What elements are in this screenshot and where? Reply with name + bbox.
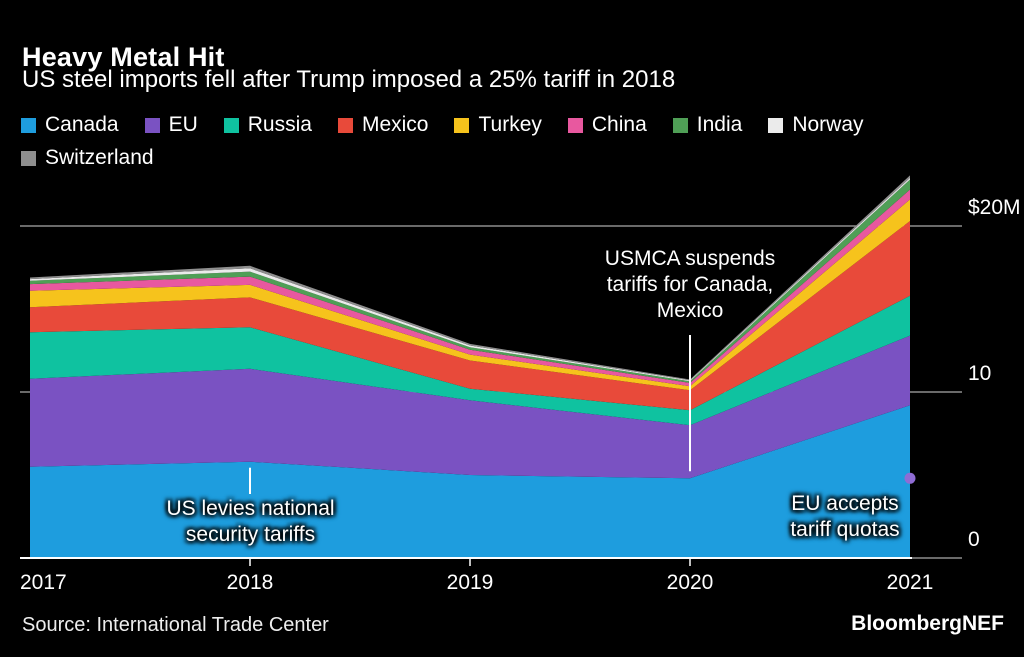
x-tick-label-2020: 2020: [667, 571, 714, 594]
legend-label: India: [696, 113, 743, 136]
area-mexico: [30, 221, 910, 411]
legend-item-china: China: [567, 113, 647, 137]
legend-swatch-turkey: [454, 117, 470, 133]
chart-subtitle: US steel imports fell after Trump impose…: [22, 66, 676, 93]
legend-item-norway: Norway: [768, 113, 864, 137]
bloombergnef-logo: BloombergNEF: [851, 612, 1004, 635]
legend-swatch-switzerland: [21, 150, 36, 166]
source-credit: Source: International Trade Center: [22, 614, 329, 636]
legend-item-canada: Canada: [21, 113, 119, 137]
legend-item-india: India: [672, 113, 743, 137]
legend-item-russia: Russia: [223, 113, 312, 137]
legend-item-eu: EU: [144, 113, 198, 137]
legend-swatch-russia: [223, 117, 239, 133]
y-tick-label-10: 10: [968, 362, 991, 385]
area-russia: [30, 295, 910, 426]
x-tick-label-2021: 2021: [887, 571, 934, 594]
legend-swatch-norway: [768, 117, 784, 133]
legend-swatch-china: [567, 117, 583, 133]
legend-label: Switzerland: [45, 146, 154, 169]
x-tick-label-2017: 2017: [20, 571, 67, 594]
annotation-usmca: USMCA suspends tariffs for Canada, Mexic…: [604, 247, 776, 323]
area-canada: [30, 405, 910, 558]
chart-title: Heavy Metal Hit: [22, 42, 225, 73]
area-turkey: [30, 199, 910, 391]
annotation-dot-2021: [904, 472, 916, 484]
legend-label: Turkey: [478, 113, 542, 136]
legend-label: EU: [168, 113, 198, 136]
legend-label: China: [591, 113, 647, 136]
annotation-eu-quotas: EU accepts tariff quotas: [790, 492, 900, 542]
legend-swatch-mexico: [337, 117, 353, 133]
x-tick-label-2019: 2019: [447, 571, 494, 594]
legend-item-mexico: Mexico: [337, 113, 429, 137]
legend-label: Norway: [792, 113, 864, 136]
legend-swatch-canada: [21, 117, 36, 133]
legend-label: Mexico: [361, 113, 429, 136]
legend-label: Russia: [247, 113, 312, 136]
legend-label: Canada: [45, 113, 119, 136]
legend-item-turkey: Turkey: [454, 113, 542, 137]
legend-swatch-india: [672, 117, 688, 133]
y-tick-label-0: 0: [968, 528, 980, 551]
x-tick-label-2018: 2018: [227, 571, 274, 594]
legend-item-switzerland: Switzerland: [21, 146, 154, 170]
legend: Canada EU Russia Mexico Turkey China India Norw…: [21, 113, 971, 170]
legend-swatch-eu: [144, 117, 160, 133]
y-tick-label-20: $20M: [968, 196, 1021, 219]
annotation-us-levies: US levies national security tariffs: [166, 497, 335, 547]
